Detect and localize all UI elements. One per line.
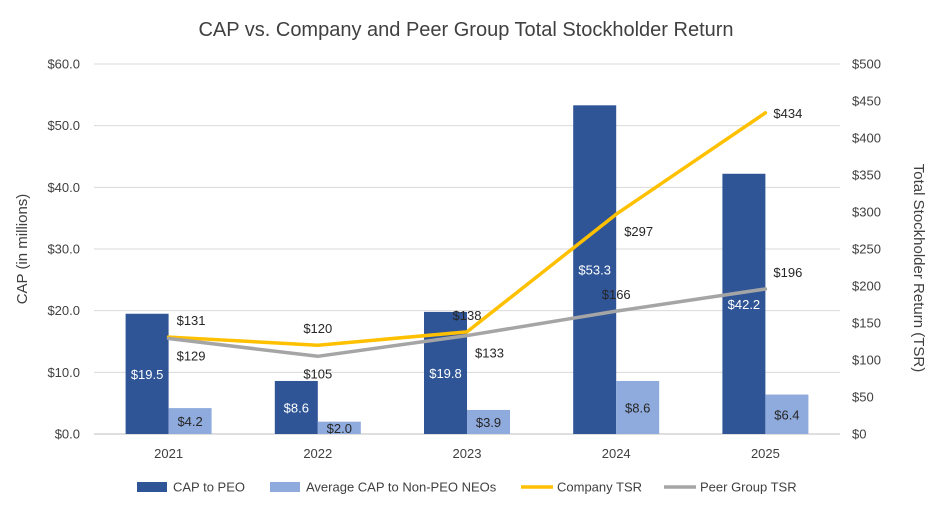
y-tick-label-left: $10.0 — [47, 365, 80, 380]
bar-1 — [317, 421, 361, 434]
y-tick-label-right: $150 — [852, 316, 881, 331]
bar-data-label: $2.0 — [327, 421, 352, 436]
y-tick-label-left: $0.0 — [55, 427, 80, 442]
bar-1 — [616, 380, 660, 434]
y-tick-label-left: $50.0 — [47, 118, 80, 133]
y-tick-label-left: $40.0 — [47, 180, 80, 195]
bar-data-label: $42.2 — [728, 297, 761, 312]
y-tick-label-right: $450 — [852, 94, 881, 109]
y-tick-label-right: $500 — [852, 57, 881, 72]
bar-data-label: $8.6 — [625, 400, 650, 415]
line-data-label: $133 — [475, 346, 504, 361]
line-data-label: $434 — [773, 106, 802, 121]
axis-ticks: $0.0 $10.0 $20.0 $30.0 $40.0 $50.0 $60.0 $0 $50 $… — [47, 57, 880, 462]
bar-1 — [467, 409, 510, 434]
chart-title: CAP vs. Company and Peer Group Total Sto… — [198, 19, 733, 41]
lines — [166, 111, 768, 359]
line-data-label: $196 — [773, 265, 802, 280]
legend: CAP to PEO Average CAP to Non-PEO NEOs Com… — [137, 480, 797, 495]
y-tick-label-right: $400 — [852, 131, 881, 146]
bar-data-label: $19.8 — [429, 366, 462, 381]
legend-label: CAP to PEO — [173, 480, 245, 495]
y-tick-label-left: $20.0 — [47, 303, 80, 318]
bar-data-label: $4.2 — [177, 414, 202, 429]
y-tick-label-right: $250 — [852, 242, 881, 257]
bar-1 — [765, 394, 809, 434]
gridlines — [94, 63, 840, 435]
bar-data-label: $53.3 — [578, 263, 611, 278]
y-tick-label-right: $50 — [852, 390, 874, 405]
legend-label: Peer Group TSR — [700, 480, 797, 495]
y-tick-label-right: $300 — [852, 205, 881, 220]
line-data-label: $297 — [624, 224, 653, 239]
legend-swatch — [270, 482, 300, 492]
bar-data-label: $19.5 — [131, 367, 164, 382]
line-data-label: $166 — [602, 287, 631, 302]
bar-data-label: $8.6 — [284, 400, 309, 415]
y-tick-label-left: $60.0 — [47, 57, 80, 72]
x-tick-label: 2022 — [303, 446, 332, 461]
x-tick-label: 2021 — [154, 446, 183, 461]
bar-data-label: $6.4 — [774, 407, 799, 422]
y-tick-label-right: $350 — [852, 168, 881, 183]
y-tick-label-right: $100 — [852, 353, 881, 368]
x-tick-label: 2023 — [453, 446, 482, 461]
y-axis-right-title: Total Stockholder Return (TSR) — [910, 164, 927, 372]
bar-1 — [168, 408, 212, 434]
bars — [125, 105, 809, 435]
bar-0 — [573, 105, 617, 435]
y-tick-label-left: $30.0 — [47, 242, 80, 257]
line-data-label: $129 — [177, 349, 206, 364]
y-tick-label-right: $200 — [852, 279, 881, 294]
line-data-label: $138 — [453, 308, 482, 323]
legend-label: Company TSR — [557, 480, 642, 495]
bar-0 — [125, 313, 169, 434]
bar-data-label: $3.9 — [476, 415, 501, 430]
data-labels: $19.5 $8.6 $19.8 $53.3 $42.2 $4.2 $2.0 $3.9 $8.6… — [131, 106, 802, 436]
line-data-label: $120 — [303, 321, 332, 336]
line-data-label: $131 — [177, 313, 206, 328]
line-data-label: $105 — [303, 366, 332, 381]
y-tick-label-right: $0 — [852, 427, 866, 442]
legend-swatch — [137, 482, 167, 492]
y-axis-left-title: CAP (in millions) — [14, 194, 31, 305]
line-1 — [166, 287, 768, 359]
x-tick-label: 2024 — [602, 446, 631, 461]
bar-0 — [274, 380, 318, 434]
legend-label: Average CAP to Non-PEO NEOs — [306, 480, 497, 495]
bar-0 — [722, 173, 766, 434]
x-tick-label: 2025 — [751, 446, 780, 461]
line-0 — [166, 111, 768, 347]
